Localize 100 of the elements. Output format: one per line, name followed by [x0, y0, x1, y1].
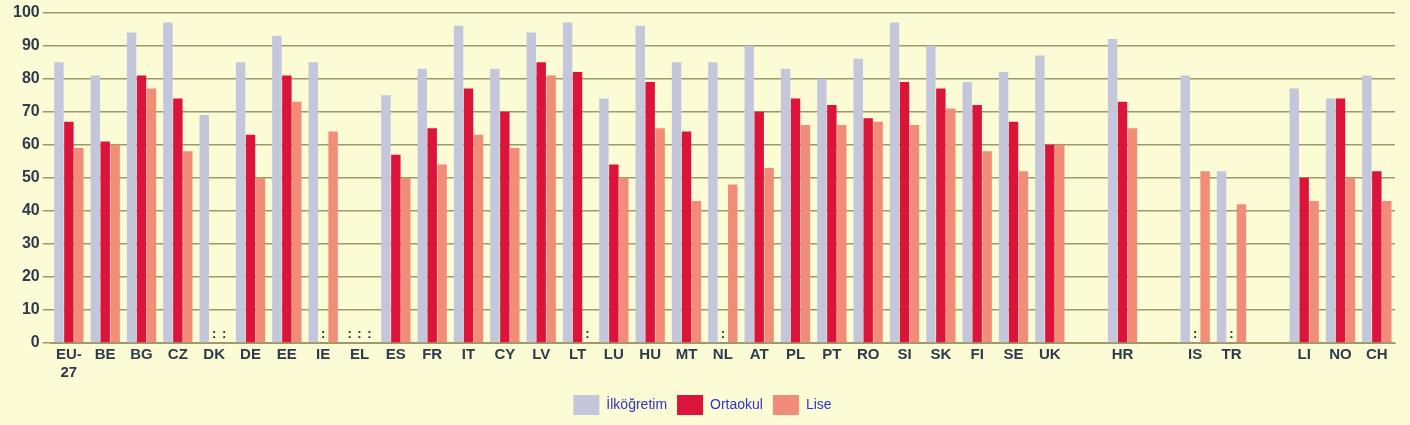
bar	[163, 22, 173, 343]
bar	[998, 72, 1009, 343]
bar	[889, 22, 900, 343]
x-tick-label: EU-27	[55, 345, 82, 381]
text: :	[367, 326, 372, 342]
bar	[681, 131, 692, 343]
text: :	[720, 326, 726, 342]
x-tick-label: UK	[1039, 345, 1061, 363]
x-tick-label: IT	[461, 345, 476, 363]
bar	[292, 101, 302, 343]
bar	[536, 62, 546, 343]
bar	[962, 81, 972, 343]
bar	[500, 111, 510, 343]
bar	[899, 81, 910, 343]
bar	[645, 81, 655, 343]
bar	[728, 184, 738, 343]
bar	[391, 154, 401, 343]
x-tick-label: EL	[349, 345, 370, 363]
bar	[1008, 121, 1019, 343]
bar	[74, 148, 84, 343]
bar	[982, 151, 992, 343]
text: :	[357, 326, 362, 342]
bar	[90, 75, 100, 343]
x-tick-label: AT	[749, 345, 769, 363]
bar	[635, 25, 645, 343]
x-tick-label: LI	[1297, 345, 1311, 363]
bar	[1018, 171, 1029, 343]
bar	[282, 75, 292, 343]
text: :	[1193, 326, 1198, 342]
text: :	[347, 326, 352, 342]
bar	[453, 25, 464, 343]
x-tick-label: DK	[203, 345, 226, 363]
bar	[272, 35, 282, 343]
bar	[691, 200, 702, 343]
bar	[100, 141, 110, 343]
bar	[609, 164, 619, 343]
bar	[510, 148, 520, 343]
bar	[754, 111, 764, 343]
y-tick-label: 10	[21, 300, 40, 318]
bar	[136, 75, 147, 343]
bar	[1180, 75, 1190, 343]
x-tick-label: TR	[1221, 345, 1242, 363]
bar	[401, 177, 411, 343]
bar	[173, 98, 183, 343]
text: :	[585, 326, 590, 342]
bar	[863, 118, 873, 343]
bar	[619, 177, 629, 343]
bar	[54, 62, 64, 343]
bar	[1372, 171, 1382, 343]
bar	[427, 128, 437, 343]
bar	[599, 98, 609, 343]
bar	[126, 32, 137, 343]
y-tick-label: 90	[21, 36, 40, 54]
bar	[1362, 75, 1372, 343]
x-tick-label: LV	[532, 345, 551, 363]
bar	[1299, 177, 1309, 343]
x-tick-label: FR	[422, 345, 443, 363]
y-tick-label: 20	[21, 267, 40, 285]
bar	[790, 98, 801, 343]
bar	[764, 167, 774, 343]
bar	[110, 144, 120, 343]
bar	[926, 45, 936, 343]
legend-label: Ortaokul	[710, 395, 763, 412]
bar	[490, 68, 500, 343]
bar	[1127, 128, 1138, 343]
bar	[936, 88, 946, 343]
x-tick-label: LU	[603, 345, 624, 363]
bar	[946, 108, 956, 343]
bar	[744, 45, 754, 343]
x-tick-label: BE	[94, 345, 116, 363]
x-tick-label: CY	[494, 345, 516, 363]
x-tick-label: HU	[639, 345, 662, 363]
y-tick-label: 40	[21, 201, 40, 219]
bar	[463, 88, 474, 343]
x-tick-label: IE	[316, 345, 331, 363]
x-tick-label: ES	[385, 345, 406, 363]
bar	[64, 121, 74, 343]
text: :	[221, 326, 227, 342]
bar	[183, 151, 193, 343]
x-tick-label: NL	[712, 345, 733, 363]
y-tick-label: 80	[21, 69, 40, 87]
bar	[526, 32, 536, 343]
text: :	[212, 326, 217, 342]
bar	[308, 62, 318, 343]
x-tick-label: SE	[1003, 345, 1024, 363]
bar	[381, 95, 391, 343]
legend-label: İlköğretim	[606, 394, 668, 412]
x-tick-label: LT	[568, 345, 587, 363]
bar	[417, 68, 427, 343]
bar	[708, 62, 718, 343]
bar	[1345, 177, 1356, 343]
x-tick-label: HR	[1111, 345, 1134, 363]
bar	[199, 115, 209, 343]
y-tick-label: 50	[21, 168, 40, 186]
x-tick-label: NO	[1329, 345, 1353, 363]
bar	[572, 72, 583, 343]
bar	[1289, 88, 1299, 343]
bar	[546, 75, 556, 343]
bar	[817, 78, 827, 343]
bar	[1107, 39, 1118, 343]
